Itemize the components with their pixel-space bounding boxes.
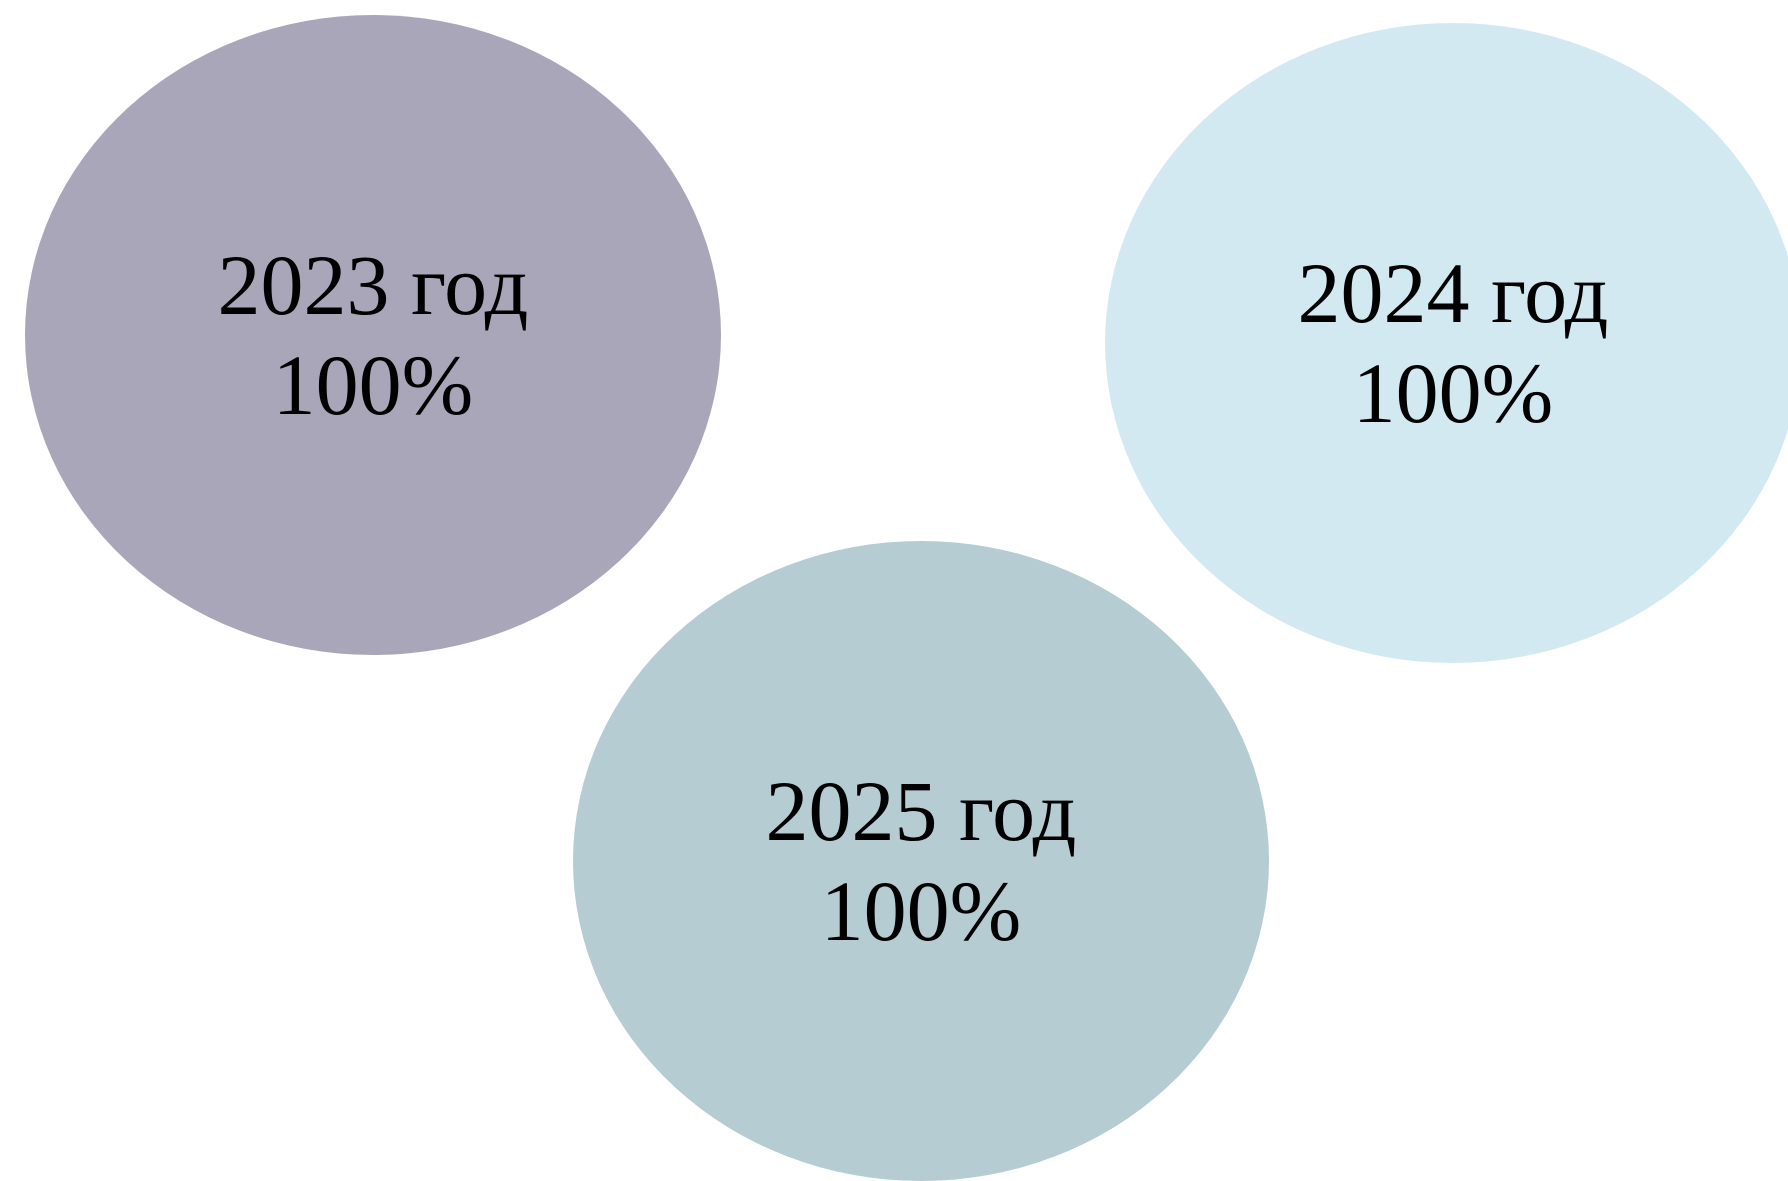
ellipse-percent-label: 100% [1352, 345, 1554, 441]
ellipse-2024: 2024 год 100% [1105, 23, 1788, 663]
ellipse-year-label: 2024 год [1297, 245, 1609, 341]
ellipse-2023: 2023 год 100% [25, 15, 721, 655]
ellipse-year-label: 2023 год [217, 237, 529, 333]
ellipse-year-label: 2025 год [765, 763, 1077, 859]
ellipse-percent-label: 100% [820, 863, 1022, 959]
ellipse-percent-label: 100% [272, 337, 474, 433]
ellipse-2025: 2025 год 100% [573, 541, 1269, 1181]
